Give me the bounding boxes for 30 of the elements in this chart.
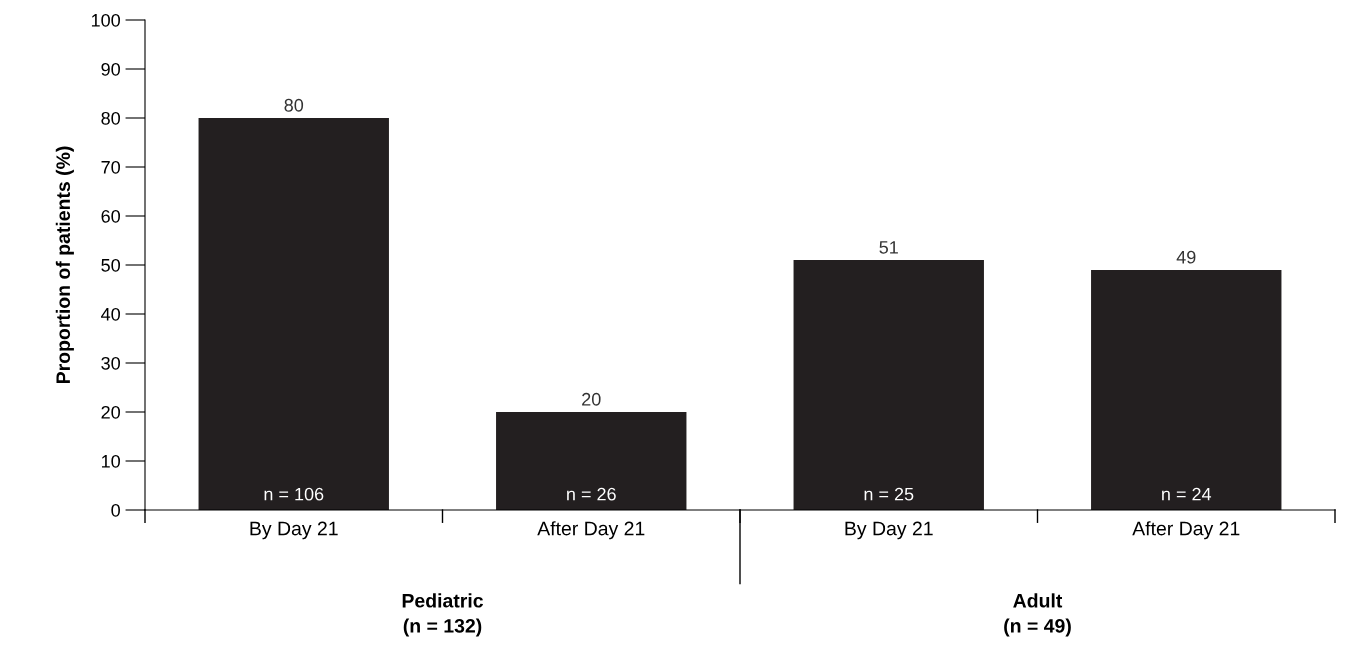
- y-tick-label: 0: [111, 503, 120, 517]
- text: Adult (n = 49): [1004, 593, 1071, 637]
- data-label: 80: [284, 98, 304, 112]
- y-tick-label: 40: [101, 307, 120, 321]
- y-tick-label: 50: [101, 258, 120, 272]
- annotation: n = 24: [1162, 487, 1212, 501]
- y-tick-label: 30: [101, 356, 120, 370]
- data-label: 51: [879, 241, 898, 254]
- bar: [1091, 269, 1282, 510]
- bar: [793, 260, 984, 510]
- y-tick-label: 10: [101, 454, 120, 468]
- y-tick-label: 100: [91, 13, 120, 27]
- x-tick-label: By Day 21: [845, 521, 933, 540]
- annotation: n = 106: [264, 487, 324, 501]
- y-tick-label: 60: [101, 209, 120, 223]
- y-tick-label: 80: [101, 111, 120, 125]
- x-tick-label: After Day 21: [1132, 521, 1240, 540]
- data-label: 20: [582, 392, 601, 406]
- annotation: n = 26: [567, 487, 616, 501]
- y-tick-label: 90: [101, 62, 120, 76]
- bar: [198, 118, 389, 510]
- x-tick-label: By Day 21: [250, 521, 338, 540]
- x-tick-label: After Day 21: [537, 521, 645, 540]
- y-axis-title: Proportion of patients (%): [55, 146, 74, 384]
- text: Pediatric (n = 132): [402, 593, 483, 637]
- y-tick-label: 70: [101, 160, 120, 174]
- y-tick-label: 20: [101, 405, 120, 419]
- annotation: n = 25: [864, 487, 914, 501]
- data-label: 49: [1176, 250, 1196, 264]
- bar: [496, 412, 687, 510]
